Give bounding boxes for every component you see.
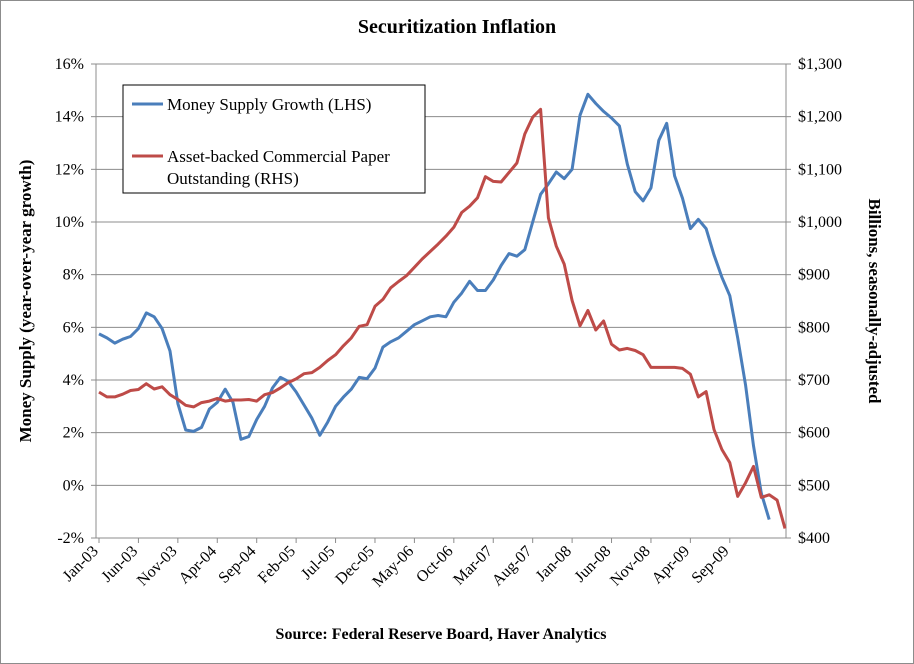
- legend-label-money-supply: Money Supply Growth (LHS): [167, 95, 371, 114]
- x-tick-label: Jan-08: [533, 543, 575, 585]
- x-tick-label: Mar-07: [450, 543, 496, 589]
- left-tick-label: 12%: [55, 161, 84, 178]
- source-note: Source: Federal Reserve Board, Haver Ana…: [276, 626, 607, 643]
- right-tick-label: $800: [798, 319, 830, 336]
- left-tick-label: -2%: [57, 530, 84, 547]
- right-tick-label: $500: [798, 477, 830, 494]
- left-tick-label: 2%: [63, 425, 84, 442]
- right-tick-label: $1,200: [798, 109, 842, 126]
- left-tick-label: 4%: [63, 372, 84, 389]
- left-tick-label: 16%: [55, 56, 84, 73]
- x-tick-label: Oct-06: [413, 543, 456, 586]
- plot-area: [95, 63, 787, 539]
- x-tick-label: Sep-09: [689, 543, 733, 587]
- legend: Money Supply Growth (LHS) Asset-backed C…: [122, 84, 426, 194]
- x-tick-label: Feb-05: [255, 543, 299, 587]
- right-tick-label: $1,000: [798, 214, 842, 231]
- right-tick-label: $400: [798, 530, 830, 547]
- left-tick-label: 14%: [55, 109, 84, 126]
- x-tick-label: May-06: [369, 543, 417, 591]
- x-tick-label: Nov-08: [607, 543, 654, 590]
- right-axis-label: Billions, seasonally-adjusted: [865, 199, 884, 405]
- x-tick-label: Apr-09: [649, 543, 693, 587]
- legend-box: [122, 84, 426, 194]
- right-tick-label: $600: [798, 425, 830, 442]
- x-tick-label: Aug-07: [489, 543, 536, 590]
- left-tick-label: 6%: [63, 319, 84, 336]
- right-tick-label: $1,100: [798, 161, 842, 178]
- series-line-abcp: [98, 107, 787, 529]
- right-tick-label: $900: [798, 267, 830, 284]
- series-group: [98, 92, 787, 529]
- right-tick-label: $1,300: [798, 56, 842, 73]
- right-axis: $400 $500 $600 $700 $800 $900 $1,000 $1,100 $1,2…: [786, 56, 842, 547]
- series-line-money-supply: [98, 92, 771, 521]
- left-tick-label: 10%: [55, 214, 84, 231]
- legend-label-abcp: Asset-backed Commercial Paper Outstandin…: [167, 147, 394, 188]
- left-tick-label: 8%: [63, 267, 84, 284]
- left-axis-label: Money Supply (year-over-year growth): [16, 160, 35, 443]
- left-tick-label: 0%: [63, 477, 84, 494]
- right-tick-label: $700: [798, 372, 830, 389]
- x-tick-label: Nov-03: [134, 543, 181, 590]
- left-axis: -2% 0% 2% 4% 6% 8% 10% 12% 14% 16%: [55, 56, 96, 547]
- x-tick-label: Jan-03: [60, 543, 102, 585]
- x-tick-label: Apr-04: [176, 543, 220, 587]
- x-tick-label: Sep-04: [215, 543, 259, 587]
- chart-title: Securitization Inflation: [358, 16, 556, 38]
